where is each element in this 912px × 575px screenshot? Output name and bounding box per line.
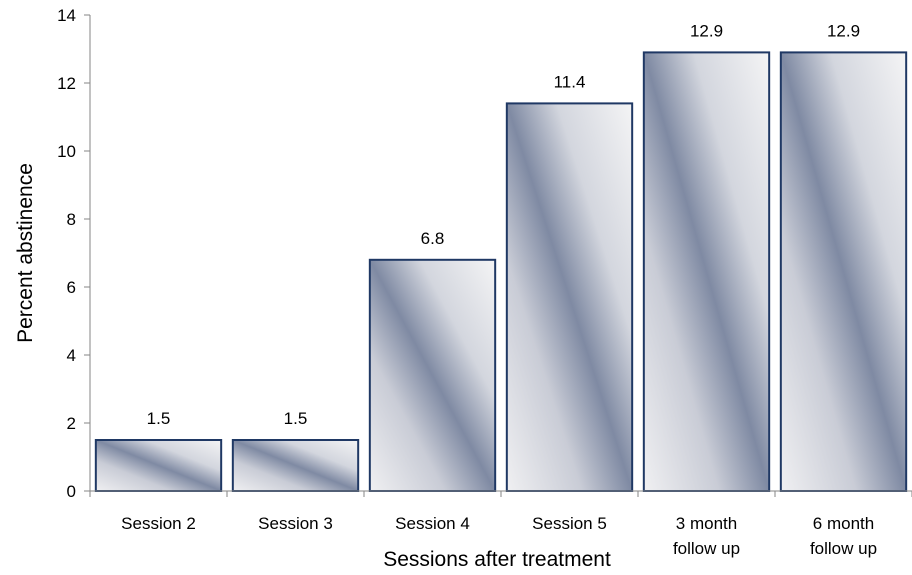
data-label: 1.5	[284, 409, 308, 428]
bar	[779, 51, 908, 493]
y-tick-label: 10	[57, 142, 76, 161]
data-label: 12.9	[690, 21, 723, 40]
y-tick-label: 4	[67, 346, 76, 365]
x-tick-label: 3 month follow up	[673, 514, 740, 558]
data-label: 1.5	[147, 409, 171, 428]
y-tick-label: 8	[67, 210, 76, 229]
x-tick-label: 6 month follow up	[810, 514, 877, 558]
y-tick-label: 12	[57, 74, 76, 93]
x-tick-label: Session 4	[395, 514, 470, 533]
data-labels: 1.5 1.5 6.8 11.4 12.9 12.9	[147, 21, 860, 428]
y-tick-label: 6	[67, 278, 76, 297]
y-tick-label: 0	[67, 482, 76, 501]
data-label: 6.8	[421, 229, 445, 248]
y-axis-ticks: 0 2 4 6 8 10 12 14	[57, 6, 90, 501]
bar	[368, 258, 497, 492]
y-tick-label: 2	[67, 414, 76, 433]
x-tick-label: Session 2	[121, 514, 196, 533]
bars	[94, 51, 908, 493]
x-tick-label: Session 3	[258, 514, 333, 533]
y-tick-label: 14	[57, 6, 76, 25]
x-axis-ticks: Session 2 Session 3 Session 4 Session 5 3 mo…	[89, 491, 912, 558]
x-axis-title: Sessions after treatment	[383, 548, 611, 571]
x-tick-label: Session 5	[532, 514, 607, 533]
bar	[94, 439, 223, 492]
bar	[505, 102, 634, 493]
data-label: 12.9	[827, 21, 860, 40]
bar	[642, 51, 771, 493]
y-axis-title: Percent abstinence	[14, 163, 37, 343]
bar	[231, 439, 360, 492]
data-label: 11.4	[554, 72, 586, 91]
